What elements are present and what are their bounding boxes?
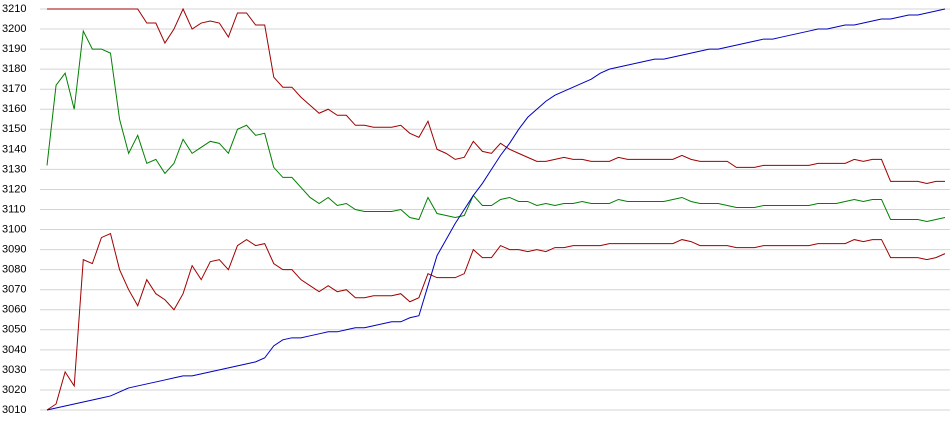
line-series [46, 29, 946, 223]
y-tick-label: 3130 [2, 163, 26, 175]
y-tick-label: 3170 [2, 83, 26, 95]
y-tick-label: 3030 [2, 364, 26, 376]
y-tick-label: 3180 [2, 63, 26, 75]
y-tick-label: 3140 [2, 143, 26, 155]
y-tick-label: 3020 [2, 384, 26, 396]
y-tick-label: 3090 [2, 244, 26, 256]
y-tick-label: 3200 [2, 23, 26, 35]
y-tick-label: 3060 [2, 304, 26, 316]
line-series [46, 8, 946, 411]
y-tick-label: 3160 [2, 103, 26, 115]
y-tick-label: 3010 [2, 404, 26, 416]
y-tick-label: 3040 [2, 344, 26, 356]
y-tick-label: 3120 [2, 183, 26, 195]
y-tick-label: 3050 [2, 324, 26, 336]
y-tick-label: 3080 [2, 264, 26, 276]
y-tick-label: 3190 [2, 43, 26, 55]
y-tick-label: 3150 [2, 123, 26, 135]
y-tick-label: 3210 [2, 3, 26, 15]
y-tick-label: 3100 [2, 223, 26, 235]
y-tick-label: 3070 [2, 284, 26, 296]
line-series [46, 232, 946, 411]
line-series [47, 7, 945, 184]
y-tick-label: 3110 [2, 203, 26, 215]
